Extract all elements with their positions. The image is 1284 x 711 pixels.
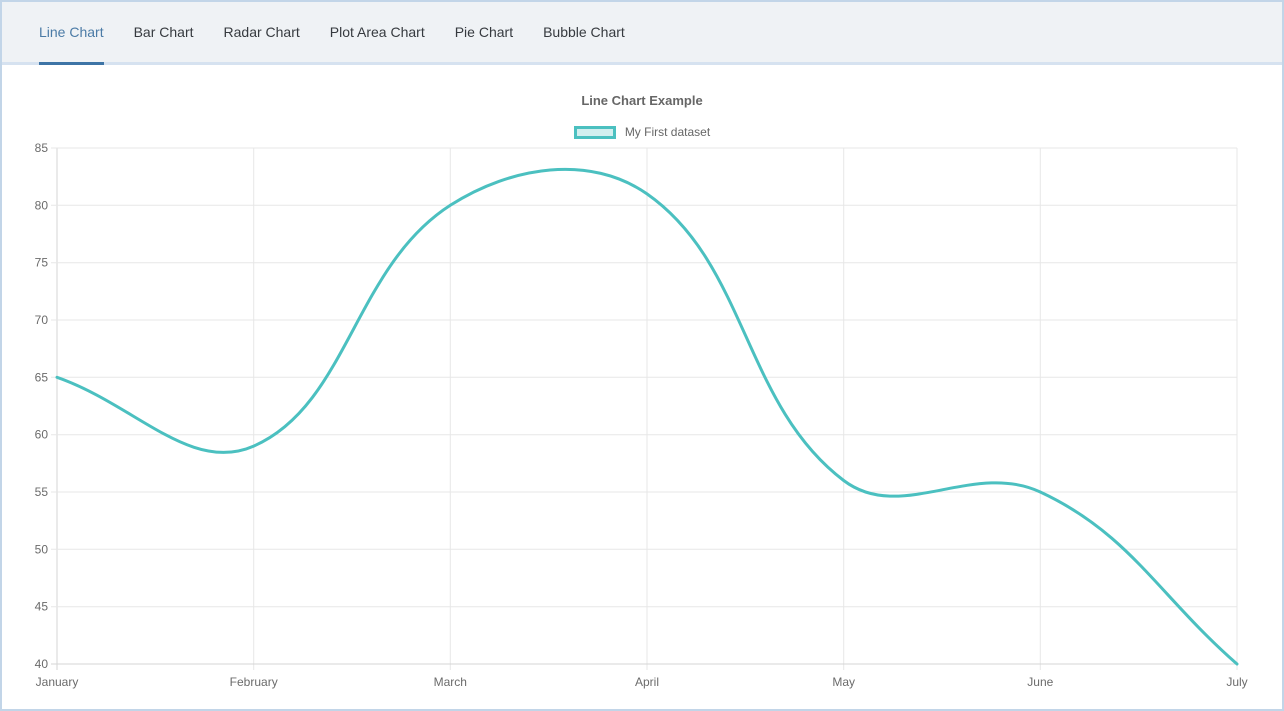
- tab-line-chart[interactable]: Line Chart: [24, 2, 119, 65]
- y-axis-label: 70: [35, 313, 49, 327]
- chart-canvas[interactable]: January February March April May June July 40 45…: [2, 65, 1282, 709]
- tab-plot-area-chart[interactable]: Plot Area Chart: [315, 2, 440, 62]
- chart-panel: January February March April May June July 40 45…: [2, 65, 1282, 709]
- y-axis-label: 60: [35, 428, 49, 442]
- x-axis-label: June: [1027, 675, 1053, 689]
- y-axis-label: 55: [35, 485, 49, 499]
- x-axis-label: May: [832, 675, 855, 689]
- data-line-series-1: [55, 167, 1239, 666]
- y-axis-label: 75: [35, 256, 49, 270]
- x-axis-label: February: [230, 675, 278, 689]
- tab-label: Line Chart: [39, 24, 104, 40]
- tab-pie-chart[interactable]: Pie Chart: [440, 2, 528, 62]
- tab-label: Plot Area Chart: [329, 24, 425, 40]
- tab-label: Bubble Chart: [543, 24, 625, 40]
- tab-label: Radar Chart: [223, 24, 300, 40]
- legend-label: My First dataset: [624, 125, 711, 139]
- legend-swatch: [573, 125, 616, 139]
- tab-label: Pie Chart: [454, 24, 514, 40]
- y-axis-label: 85: [35, 141, 49, 155]
- tab-bar-chart[interactable]: Bar Chart: [119, 2, 209, 62]
- tab-label: Bar Chart: [133, 24, 194, 40]
- legend-item[interactable]: My First dataset: [2, 125, 1282, 139]
- y-axis-label: 45: [35, 600, 49, 614]
- chart-title: Line Chart Example: [581, 93, 703, 108]
- x-axis-label: July: [1226, 675, 1247, 689]
- tab-bar: Line Chart Bar Chart Radar Chart Plot Area …: [2, 2, 1282, 65]
- y-axis-label: 50: [35, 542, 49, 556]
- x-axis-label: March: [434, 675, 467, 689]
- y-axis-label: 40: [35, 657, 49, 671]
- x-axis-label: April: [635, 675, 659, 689]
- tab-radar-chart[interactable]: Radar Chart: [209, 2, 315, 62]
- y-axis-label: 80: [35, 198, 49, 212]
- y-axis-label: 65: [35, 370, 49, 384]
- tab-bubble-chart[interactable]: Bubble Chart: [528, 2, 640, 62]
- x-axis-label: January: [36, 675, 79, 689]
